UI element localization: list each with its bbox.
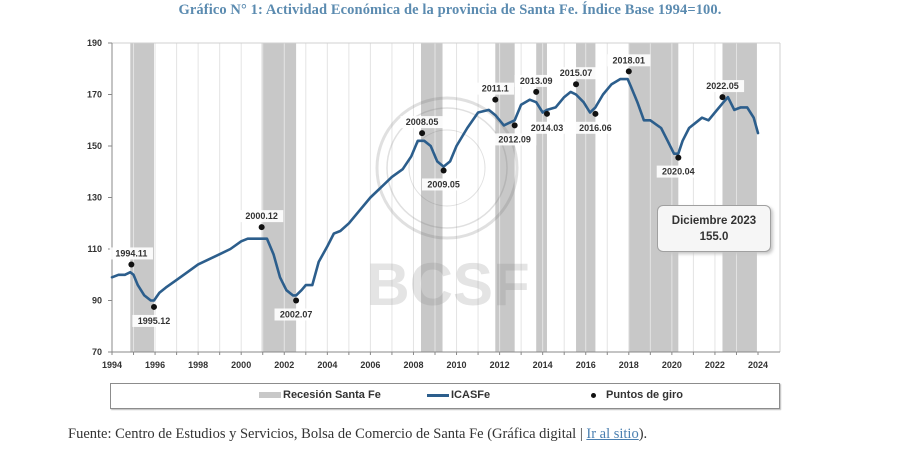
watermark: BCSF [366, 96, 530, 318]
x-tick-label: 2020 [662, 360, 682, 370]
turning-point-dot [543, 110, 550, 117]
turning-points: 1994.11 1995.12 2000.12 2002.07 2008.05 2009.… [109, 54, 745, 327]
x-tick-label: 2006 [360, 360, 380, 370]
x-tick-label: 2002 [274, 360, 294, 370]
turning-point-dot [625, 68, 632, 75]
turning-point-label: 2016.06 [579, 123, 612, 133]
x-tick-label: 2018 [619, 360, 639, 370]
callout-value: 155.0 [699, 231, 729, 243]
watermark-text: BCSF [366, 251, 529, 318]
turning-point-dot [440, 167, 447, 174]
x-tick-label: 2022 [705, 360, 725, 370]
turning-point-label: 2008.05 [406, 117, 439, 127]
turning-point-label: 2018.01 [613, 55, 646, 65]
grid-lines [112, 42, 781, 352]
y-tick-label: 90 [92, 296, 102, 306]
turning-point-dot [675, 154, 682, 161]
x-tick-label: 2004 [317, 360, 337, 370]
y-tick-label: 150 [87, 141, 102, 151]
line-swatch-icon [427, 393, 449, 397]
legend-series-label: ICASFe [451, 389, 491, 401]
latest-value-callout: Diciembre 2023 155.0 [657, 205, 771, 252]
x-tick-label: 2010 [447, 360, 467, 370]
x-tick-label: 2024 [748, 360, 768, 370]
y-tick-label: 110 [87, 244, 102, 254]
turning-point-dot [150, 303, 157, 310]
legend-points-label: Puntos de giro [606, 389, 683, 401]
legend-recession-label: Recesión Santa Fe [283, 389, 381, 401]
x-tick-label: 1994 [102, 360, 122, 370]
dot-icon [591, 392, 596, 398]
y-tick-label: 70 [92, 347, 102, 357]
turning-point-label: 2013.09 [520, 76, 553, 86]
y-tick-label: 170 [87, 90, 102, 100]
source-note: Fuente: Centro de Estudios y Servicios, … [68, 426, 647, 443]
turning-point-label: 2000.12 [245, 211, 278, 221]
turning-point-dot [293, 297, 300, 304]
turning-point-label: 2012.09 [498, 134, 531, 144]
legend-recession: Recesión Santa Fe [259, 389, 381, 401]
callout-date: Diciembre 2023 [671, 215, 757, 227]
turning-point-dot [592, 110, 599, 117]
x-tick-label: 2000 [231, 360, 251, 370]
x-tick-label: 1996 [145, 360, 165, 370]
turning-point-label: 2009.05 [427, 179, 460, 189]
axes: 70 90 110 130 150 170 190 1994 1996 1998 2000 2002 2… [87, 38, 780, 370]
turning-point-label: 2020.04 [662, 167, 695, 177]
y-tick-label: 190 [87, 38, 102, 48]
turning-point-label: 2011.1 [482, 84, 509, 94]
x-tick-label: 2008 [403, 360, 423, 370]
recession-band [130, 43, 154, 352]
turning-point-label: 2002.07 [280, 310, 313, 320]
x-tick-label: 2016 [576, 360, 596, 370]
turning-point-label: 2022.05 [706, 81, 739, 91]
turning-point-dot [492, 96, 499, 103]
turning-point-dot [128, 261, 135, 268]
x-tick-label: 2012 [490, 360, 510, 370]
x-tick-label: 2014 [533, 360, 553, 370]
recession-band [722, 43, 757, 352]
turning-point-label: 2014.03 [531, 123, 564, 133]
y-tick-label: 130 [87, 193, 102, 203]
recession-band [261, 43, 297, 352]
turning-point-dot [258, 224, 265, 231]
legend-series: ICASFe [427, 389, 490, 401]
turning-point-dot [719, 94, 726, 101]
icasfe-series [110, 77, 760, 302]
source-suffix: ). [638, 426, 648, 442]
turning-point-label: 1995.12 [138, 316, 171, 326]
turning-point-dot [511, 122, 518, 129]
source-text: Fuente: Centro de Estudios y Servicios, … [68, 426, 587, 442]
turning-point-dot [533, 88, 540, 95]
turning-point-dot [573, 81, 580, 88]
chart-legend: Recesión Santa Fe ICASFe Puntos de giro [110, 383, 780, 409]
source-link[interactable]: Ir al sitio [586, 426, 639, 442]
x-tick-label: 1998 [188, 360, 208, 370]
icasfe-line [110, 77, 760, 302]
recession-swatch-icon [259, 392, 281, 398]
recession-band [536, 43, 547, 352]
recession-band [628, 43, 679, 352]
turning-point-dot [419, 130, 426, 137]
chart-title: Gráfico N° 1: Actividad Económica de la … [178, 2, 722, 18]
legend-points: Puntos de giro [591, 389, 683, 401]
turning-point-label: 2015.07 [560, 68, 593, 78]
turning-point-label: 1994.11 [115, 248, 147, 258]
